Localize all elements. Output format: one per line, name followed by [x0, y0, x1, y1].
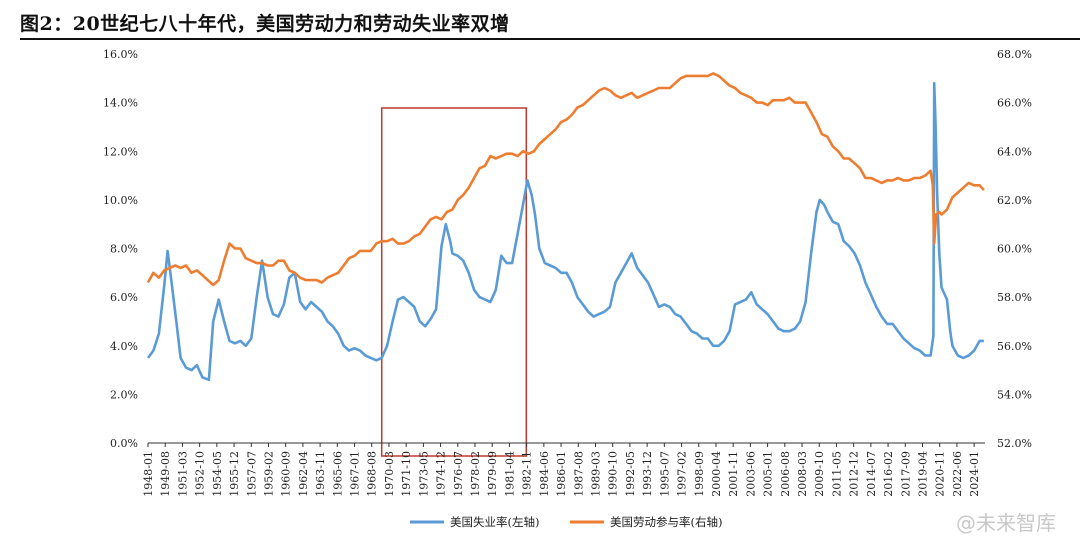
page-title: 图2：20世纪七八十年代，美国劳动力和劳动失业率双增	[20, 13, 510, 35]
x-tick-label: 1989-03	[589, 451, 602, 497]
axes-layer: 0.0% 2.0% 4.0% 6.0% 8.0% 10.0% 12.0% 14.0% 16.0%…	[103, 48, 1032, 497]
x-tick-label: 1979-09	[486, 451, 499, 497]
x-tick-label: 2020-11	[934, 451, 947, 497]
x-tick-label: 1952-10	[194, 451, 207, 497]
y-right-tick-label: 60.0%	[997, 243, 1032, 256]
x-tick-label: 1993-12	[641, 451, 654, 497]
highlight-box	[380, 107, 528, 457]
x-tick-label: 1992-05	[624, 451, 637, 497]
legend-label-unemployment: 美国失业率(左轴)	[450, 515, 539, 529]
y-left-tick-label: 6.0%	[110, 291, 138, 304]
y-right-tick-label: 68.0%	[997, 48, 1032, 61]
y-right-tick-label: 66.0%	[997, 97, 1032, 110]
participation-rate-line	[146, 72, 985, 287]
x-tick-label: 1963-11	[314, 451, 327, 497]
x-tick-label: 2024-01	[968, 451, 981, 497]
y-left-tick-label: 8.0%	[110, 243, 138, 256]
y-right-tick-label: 62.0%	[997, 194, 1032, 207]
x-tick-label: 1955-12	[228, 451, 241, 497]
x-tick-label: 2016-02	[882, 451, 895, 497]
x-tick-label: 2019-04	[916, 451, 929, 497]
x-tick-label: 1990-10	[607, 451, 620, 497]
title-rule	[20, 38, 1080, 40]
x-tick-label: 2001-11	[727, 451, 740, 497]
x-tick-label: 2014-07	[865, 451, 878, 497]
y-left-tick-label: 4.0%	[110, 340, 138, 353]
y-left-tick-label: 2.0%	[110, 388, 138, 401]
x-tick-label: 1951-03	[176, 451, 189, 497]
unemployment-rate-line	[146, 81, 984, 382]
x-tick-label: 1981-04	[503, 451, 516, 497]
x-tick-label: 1962-04	[297, 451, 310, 497]
x-tick-label: 1968-08	[366, 451, 379, 497]
x-tick-label: 2011-05	[830, 451, 843, 497]
y-left-tick-label: 12.0%	[103, 145, 138, 158]
x-tick-label: 2006-08	[779, 451, 792, 497]
x-tick-label: 2017-09	[899, 451, 912, 497]
x-tick-label: 1995-07	[658, 451, 671, 497]
x-tick-label: 1948-01	[142, 451, 155, 497]
x-tick-label: 2009-10	[813, 451, 826, 497]
x-tick-label: 1965-06	[331, 451, 344, 497]
x-tick-label: 1967-01	[349, 451, 362, 497]
x-tick-label: 2000-04	[710, 451, 723, 497]
x-tick-label: 1971-10	[400, 451, 413, 497]
x-tick-label: 1957-07	[245, 451, 258, 497]
y-left-tick-label: 10.0%	[103, 194, 138, 207]
series-layer	[146, 72, 985, 382]
x-tick-label: 1998-09	[693, 451, 706, 497]
highlight-layer	[380, 107, 528, 457]
y-left-tick-label: 14.0%	[103, 97, 138, 110]
x-tick-label: 1978-02	[469, 451, 482, 497]
x-tick-label: 1976-07	[452, 451, 465, 497]
x-tick-label: 1997-02	[676, 451, 689, 497]
x-tick-label: 2005-01	[762, 451, 775, 497]
x-tick-label: 1970-03	[383, 451, 396, 497]
x-tick-label: 1960-09	[280, 451, 293, 497]
x-tick-label: 1982-11	[521, 451, 534, 497]
x-tick-label: 1986-01	[555, 451, 568, 497]
x-tick-label: 2003-06	[744, 451, 757, 497]
y-right-tick-label: 58.0%	[997, 291, 1032, 304]
y-left-tick-label: 16.0%	[103, 48, 138, 61]
legend-label-participation: 美国劳动参与率(右轴)	[610, 515, 722, 529]
watermark: @未来智库	[956, 511, 1056, 535]
y-right-tick-label: 54.0%	[997, 388, 1032, 401]
x-tick-label: 1949-08	[159, 451, 172, 497]
y-right-tick-label: 64.0%	[997, 145, 1032, 158]
x-tick-label: 1974-12	[435, 451, 448, 497]
y-right-tick-label: 52.0%	[997, 437, 1032, 450]
x-tick-label: 2012-12	[848, 451, 861, 497]
x-tick-label: 1984-06	[538, 451, 551, 497]
x-tick-label: 1973-05	[417, 451, 430, 497]
chart-legend: 美国失业率(左轴) 美国劳动参与率(右轴)	[410, 515, 722, 529]
x-tick-label: 2008-03	[796, 451, 809, 497]
y-right-tick-label: 56.0%	[997, 340, 1032, 353]
x-tick-label: 2022-06	[951, 451, 964, 497]
x-tick-label: 1954-05	[211, 451, 224, 497]
y-left-tick-label: 0.0%	[110, 437, 138, 450]
x-tick-label: 1959-02	[262, 451, 275, 497]
x-tick-label: 1987-08	[572, 451, 585, 497]
